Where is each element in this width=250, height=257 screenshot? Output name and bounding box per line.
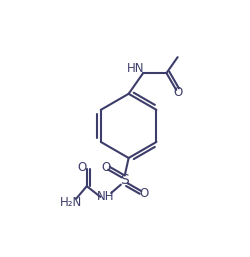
Text: NH: NH (96, 190, 114, 203)
Text: O: O (172, 86, 182, 99)
Text: H₂N: H₂N (60, 196, 82, 209)
Text: O: O (101, 161, 110, 174)
Text: HN: HN (126, 62, 144, 75)
Text: S: S (120, 173, 128, 187)
Text: O: O (77, 161, 86, 174)
Text: O: O (138, 187, 148, 200)
